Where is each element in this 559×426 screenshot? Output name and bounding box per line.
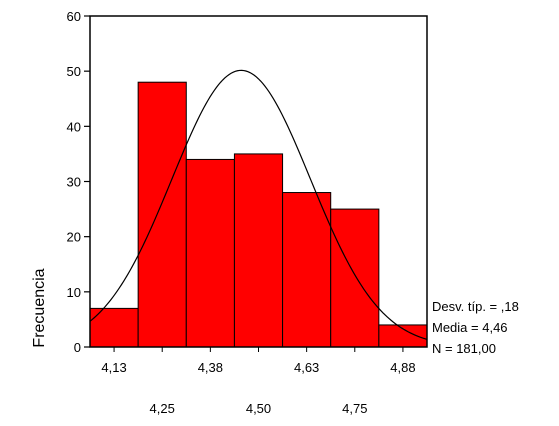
y-tick-label: 50 bbox=[67, 64, 81, 79]
y-tick-label: 10 bbox=[67, 285, 81, 300]
std-dev-label: Desv. típ. = ,18 bbox=[432, 299, 519, 314]
x-tick-label: 4,13 bbox=[101, 360, 126, 375]
y-tick-label: 0 bbox=[74, 340, 81, 355]
normal-curve bbox=[89, 69, 428, 340]
x-axis: 4,13 4,25 4,38 4,50 4,63 4,75 4,88 bbox=[101, 347, 416, 416]
y-axis: 0 10 20 30 40 50 60 bbox=[67, 9, 90, 355]
histogram-bar bbox=[330, 208, 380, 348]
x-tick-label: 4,38 bbox=[198, 360, 223, 375]
histogram-bar bbox=[282, 192, 332, 348]
x-tick-label: 4,88 bbox=[390, 360, 415, 375]
histogram-bars bbox=[89, 81, 428, 348]
x-tick-label: 4,25 bbox=[150, 401, 175, 416]
histogram-bar bbox=[185, 158, 235, 348]
y-tick-label: 60 bbox=[67, 9, 81, 24]
mean-label: Media = 4,46 bbox=[432, 320, 508, 335]
x-tick-label: 4,63 bbox=[294, 360, 319, 375]
x-tick-label: 4,75 bbox=[342, 401, 367, 416]
y-tick-label: 30 bbox=[67, 175, 81, 190]
x-tick-label: 4,50 bbox=[246, 401, 271, 416]
n-label: N = 181,00 bbox=[432, 341, 496, 356]
y-tick-label: 40 bbox=[67, 119, 81, 134]
y-axis-label: Frecuencia bbox=[31, 268, 48, 347]
histogram-bar bbox=[137, 81, 187, 348]
y-tick-label: 20 bbox=[67, 230, 81, 245]
statistics-legend: Desv. típ. = ,18 Media = 4,46 N = 181,00 bbox=[432, 296, 519, 359]
histogram-bar bbox=[233, 153, 284, 348]
